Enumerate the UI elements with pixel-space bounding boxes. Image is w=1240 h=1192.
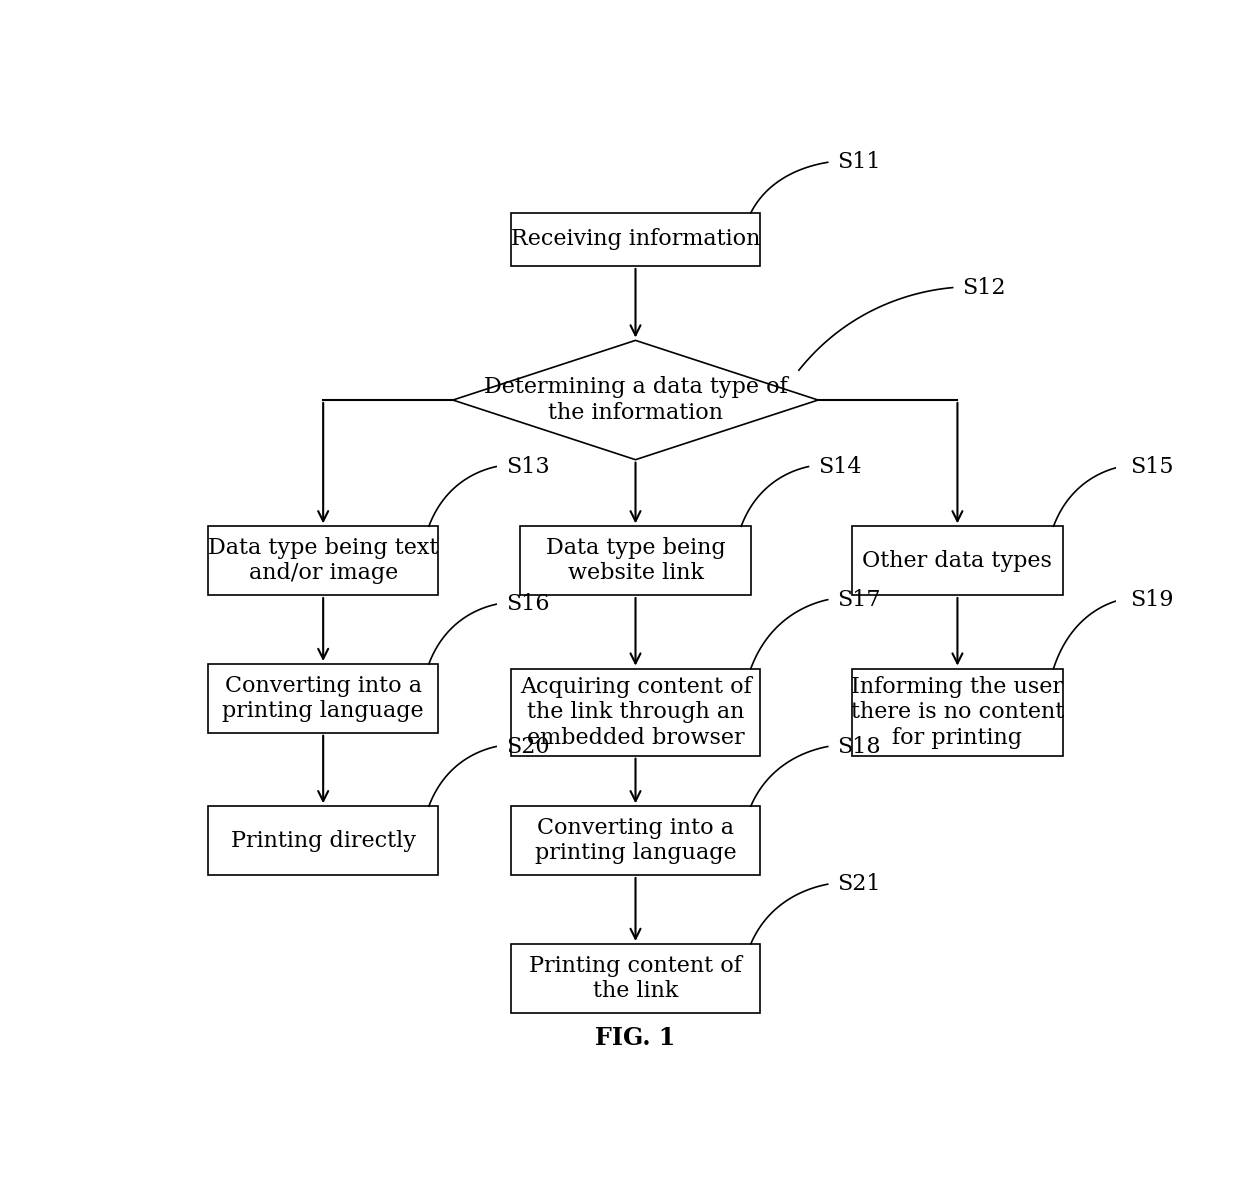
- FancyBboxPatch shape: [208, 664, 439, 733]
- Text: Converting into a
printing language: Converting into a printing language: [222, 675, 424, 722]
- FancyBboxPatch shape: [852, 526, 1063, 595]
- Text: S11: S11: [837, 151, 880, 173]
- Polygon shape: [453, 341, 818, 460]
- FancyBboxPatch shape: [521, 526, 751, 595]
- Text: Other data types: Other data types: [863, 550, 1053, 572]
- Text: S13: S13: [506, 455, 549, 478]
- Text: Printing content of
the link: Printing content of the link: [529, 955, 742, 1002]
- Text: Data type being text
and/or image: Data type being text and/or image: [208, 536, 439, 584]
- FancyBboxPatch shape: [511, 944, 760, 1013]
- Text: S15: S15: [1131, 455, 1174, 478]
- FancyBboxPatch shape: [208, 806, 439, 875]
- Text: S18: S18: [837, 735, 880, 758]
- Text: Converting into a
printing language: Converting into a printing language: [534, 817, 737, 864]
- FancyBboxPatch shape: [208, 526, 439, 595]
- Text: S17: S17: [837, 589, 880, 610]
- Text: S12: S12: [962, 277, 1006, 299]
- Text: S19: S19: [1131, 589, 1174, 610]
- Text: S20: S20: [506, 735, 549, 758]
- FancyBboxPatch shape: [511, 213, 760, 266]
- FancyBboxPatch shape: [852, 669, 1063, 756]
- Text: Receiving information: Receiving information: [511, 229, 760, 250]
- Text: FIG. 1: FIG. 1: [595, 1026, 676, 1050]
- Text: Informing the user
there is no content
for printing: Informing the user there is no content f…: [851, 676, 1064, 749]
- FancyBboxPatch shape: [511, 806, 760, 875]
- Text: Data type being
website link: Data type being website link: [546, 536, 725, 584]
- FancyBboxPatch shape: [511, 669, 760, 756]
- Text: S14: S14: [818, 455, 862, 478]
- Text: Printing directly: Printing directly: [231, 830, 415, 851]
- Text: Acquiring content of
the link through an
embedded browser: Acquiring content of the link through an…: [520, 676, 751, 749]
- Text: S16: S16: [506, 594, 549, 615]
- Text: S21: S21: [837, 874, 880, 895]
- Text: Determining a data type of
the information: Determining a data type of the informati…: [484, 377, 787, 423]
